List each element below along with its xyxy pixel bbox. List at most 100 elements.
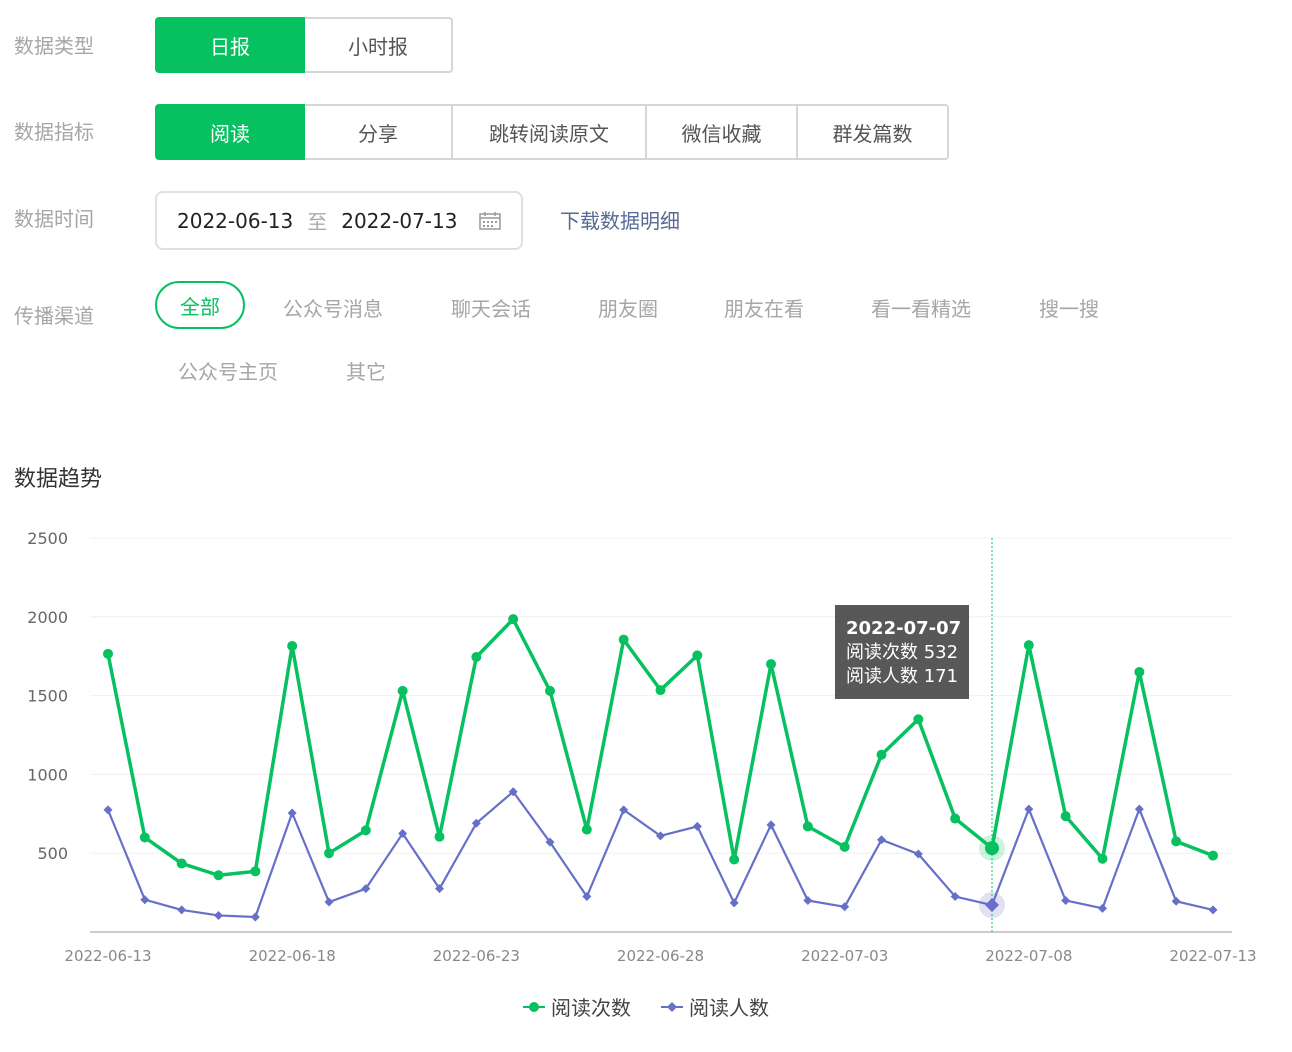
data-point xyxy=(250,866,261,877)
data-point xyxy=(1061,895,1071,905)
data-point xyxy=(729,854,740,865)
data-metric-label: 数据指标 xyxy=(14,120,94,144)
data-point xyxy=(508,614,519,625)
data-point xyxy=(913,714,924,725)
x-tick-label: 2022-07-13 xyxy=(1169,947,1256,965)
data-point xyxy=(435,884,444,894)
data-point xyxy=(213,870,224,881)
data-point xyxy=(581,824,592,835)
data-point xyxy=(618,634,629,645)
legend-item-read-count[interactable]: 阅读次数 xyxy=(523,992,631,1021)
x-tick-label: 2022-06-18 xyxy=(249,947,336,965)
metric-favorite-button[interactable]: 微信收藏 xyxy=(645,104,798,160)
data-point xyxy=(1208,850,1218,861)
data-point xyxy=(656,831,665,841)
data-point xyxy=(1023,640,1034,651)
data-point xyxy=(1134,666,1145,677)
data-point xyxy=(876,749,887,760)
legend-circle-marker-icon xyxy=(523,1001,545,1012)
metric-mass-send-button[interactable]: 群发篇数 xyxy=(796,104,949,160)
data-point xyxy=(1024,804,1034,814)
data-point xyxy=(692,650,703,661)
data-point xyxy=(545,837,555,847)
channel-top-stories-chip[interactable]: 看一看精选 xyxy=(871,297,971,321)
data-point xyxy=(582,892,592,902)
metric-read-button[interactable]: 阅读 xyxy=(155,104,305,160)
tooltip-reader-count: 阅读人数 171 xyxy=(846,666,959,687)
data-point xyxy=(655,685,666,696)
channel-label: 传播渠道 xyxy=(14,304,94,328)
x-tick-label: 2022-06-13 xyxy=(64,947,151,965)
data-time-label: 数据时间 xyxy=(14,207,94,231)
data-point xyxy=(471,651,482,662)
data-point xyxy=(840,902,850,912)
x-tick-label: 2022-06-28 xyxy=(617,947,704,965)
channel-search-chip[interactable]: 搜一搜 xyxy=(1039,297,1099,321)
metric-share-button[interactable]: 分享 xyxy=(303,104,453,160)
data-point xyxy=(508,787,518,797)
data-type-hourly-button[interactable]: 小时报 xyxy=(303,17,453,73)
legend-label-read-count: 阅读次数 xyxy=(551,996,631,1020)
tooltip-date: 2022-07-07 xyxy=(846,618,962,639)
data-point xyxy=(471,818,481,828)
data-point xyxy=(1097,853,1108,864)
data-point xyxy=(139,832,150,843)
channel-other-chip[interactable]: 其它 xyxy=(346,360,386,384)
y-tick-label: 2000 xyxy=(27,608,68,627)
data-point xyxy=(361,884,371,894)
data-type-segment: 日报 小时报 xyxy=(155,17,453,73)
channel-homepage-chip[interactable]: 公众号主页 xyxy=(178,360,278,384)
data-point xyxy=(177,905,187,915)
data-point xyxy=(839,841,850,852)
data-point xyxy=(324,897,334,907)
channel-moments-chip[interactable]: 朋友圈 xyxy=(598,297,658,321)
data-point xyxy=(913,849,923,859)
data-point xyxy=(140,895,150,905)
data-point xyxy=(398,829,408,838)
y-tick-label: 1500 xyxy=(27,687,68,706)
data-metric-segment: 阅读 分享 跳转阅读原文 微信收藏 群发篇数 xyxy=(155,104,949,160)
legend-label-reader-count: 阅读人数 xyxy=(689,996,769,1020)
x-axis: 2022-06-13 2022-06-18 2022-06-23 2022-06-28… xyxy=(64,931,1257,965)
date-separator: 至 xyxy=(307,210,328,234)
chart-legend: 阅读次数 阅读人数 xyxy=(0,992,1292,1021)
data-type-daily-button[interactable]: 日报 xyxy=(155,17,305,73)
data-point xyxy=(1134,804,1144,814)
y-tick-label: 500 xyxy=(37,844,68,863)
data-point xyxy=(803,895,813,905)
end-date: 2022-07-13 xyxy=(341,208,458,233)
section-title: 数据趋势 xyxy=(14,467,103,492)
legend-diamond-marker-icon xyxy=(661,1001,683,1012)
x-tick-label: 2022-06-23 xyxy=(433,947,520,965)
data-point xyxy=(103,805,113,815)
trend-chart[interactable]: 500 1000 1500 2000 2500 2022-06-13 2022-06-18… xyxy=(0,500,1292,980)
data-point xyxy=(985,841,999,856)
data-point xyxy=(619,805,629,815)
metric-read-original-button[interactable]: 跳转阅读原文 xyxy=(451,104,647,160)
data-point xyxy=(985,898,999,913)
data-point xyxy=(1098,903,1107,913)
data-point xyxy=(287,808,297,818)
series-line-2 xyxy=(106,790,1214,919)
date-range-picker[interactable]: 2022-06-13 至 2022-07-13 xyxy=(155,191,523,250)
channel-official-msg-chip[interactable]: 公众号消息 xyxy=(283,297,383,321)
tooltip-read-count: 阅读次数 532 xyxy=(846,642,959,663)
legend-item-reader-count[interactable]: 阅读人数 xyxy=(661,992,769,1021)
data-point xyxy=(324,848,334,859)
data-point xyxy=(250,912,260,922)
data-point xyxy=(950,892,960,902)
start-date: 2022-06-13 xyxy=(177,208,294,233)
data-point xyxy=(287,640,298,651)
data-point xyxy=(360,825,371,836)
channel-friends-watching-chip[interactable]: 朋友在看 xyxy=(724,297,804,321)
data-point xyxy=(729,898,739,908)
channel-chat-chip[interactable]: 聊天会话 xyxy=(451,297,531,321)
data-point xyxy=(802,821,813,832)
channel-all-chip[interactable]: 全部 xyxy=(155,281,245,329)
data-point xyxy=(1171,836,1182,847)
series-layer xyxy=(103,614,1218,922)
x-tick-label: 2022-07-03 xyxy=(801,947,888,965)
data-point xyxy=(1208,905,1218,915)
data-point xyxy=(176,858,187,869)
download-detail-link[interactable]: 下载数据明细 xyxy=(560,209,680,233)
